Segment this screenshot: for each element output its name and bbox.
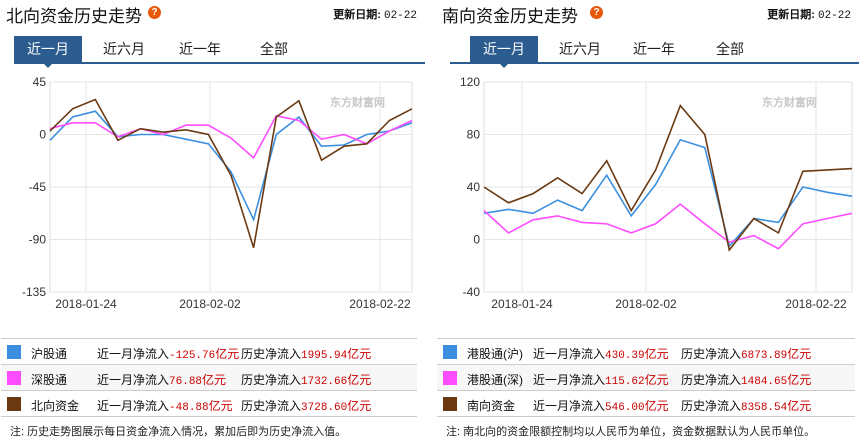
series-line-2 [49,98,413,248]
legend-row[interactable]: 沪股通 近一月净流入-125.76亿元 历史净流入1995.94亿元 [1,339,417,365]
update-date-value: 02-22 [383,10,417,22]
legend-swatch [7,345,21,359]
y-tick-label: -40 [463,285,481,299]
historical-inflow: 历史净流入1484.65亿元 [681,373,812,388]
y-tick-label: -135 [22,285,46,299]
legend-swatch [443,345,457,359]
legend-swatch [443,371,457,385]
period-tabs: 近一月 近六月 近一年 全部 [14,36,425,68]
legend-name: 北向资金 [31,399,80,413]
series-line-0 [483,138,853,248]
historical-inflow: 历史净流入3728.60亿元 [241,399,372,414]
y-tick-label: 0 [473,233,480,247]
x-tick-label: 2018-02-02 [615,297,677,311]
update-date-label: 更新日期: [333,9,381,21]
legend-row[interactable]: 北向资金 近一月净流入-48.88亿元 历史净流入3728.60亿元 [1,391,417,417]
legend-swatch [7,371,21,385]
x-tick-label: 2018-02-22 [349,297,411,311]
y-tick-label: 120 [460,75,480,89]
x-tick-label: 2018-01-24 [491,297,553,311]
tab-all[interactable]: 全部 [260,41,288,57]
legend-row[interactable]: 港股通(沪) 近一月净流入430.39亿元 历史净流入6873.89亿元 [437,339,855,365]
tab-1-month[interactable]: 近一月 [14,36,82,68]
watermark-logo: 东方财富网 [762,97,817,109]
monthly-inflow: 近一月净流入546.00亿元 [533,399,669,414]
legend-swatch [7,397,21,411]
monthly-inflow: 近一月净流入115.62亿元 [533,373,669,388]
tab-1-year[interactable]: 近一年 [633,41,675,57]
x-tick-label: 2018-01-24 [55,297,117,311]
y-tick-label: 80 [467,128,481,142]
historical-inflow: 历史净流入8358.54亿元 [681,399,812,414]
legend-name: 深股通 [31,373,68,387]
tab-6-months[interactable]: 近六月 [559,41,601,57]
southbound-title: 南向资金历史走势 [442,7,578,26]
x-tick-label: 2018-02-22 [785,297,847,311]
legend-row[interactable]: 南向资金 近一月净流入546.00亿元 历史净流入8358.54亿元 [437,391,855,417]
southbound-note: 注: 南北向的资金限额控制均以人民币为单位，资金数据默认为人民币单位。 [446,426,816,438]
period-tabs: 近一月 近六月 近一年 全部 [450,36,859,68]
legend-name: 港股通(沪) [467,347,523,361]
x-tick-label: 2018-02-02 [179,297,241,311]
watermark-logo: 东方财富网 [330,97,385,109]
southbound-legend: 港股通(沪) 近一月净流入430.39亿元 历史净流入6873.89亿元港股通(深)… [437,338,855,417]
series-line-1 [483,203,853,250]
legend-name: 港股通(深) [467,373,523,387]
y-tick-label: 0 [39,128,46,142]
northbound-legend: 沪股通 近一月净流入-125.76亿元 历史净流入1995.94亿元 深股通 近一月净流… [1,338,417,417]
historical-inflow: 历史净流入6873.89亿元 [681,347,812,362]
northbound-title: 北向资金历史走势 [6,7,142,26]
update-date: 更新日期: 02-22 [333,6,417,22]
y-tick-label: -90 [29,233,47,247]
update-date-value: 02-22 [817,10,851,22]
legend-name: 沪股通 [31,347,68,361]
series-line-1 [49,114,413,160]
legend-row[interactable]: 港股通(深) 近一月净流入115.62亿元 历史净流入1484.65亿元 [437,365,855,391]
tab-1-year[interactable]: 近一年 [179,41,221,57]
legend-row[interactable]: 深股通 近一月净流入76.88亿元 历史净流入1732.66亿元 [1,365,417,391]
northbound-note: 注: 历史走势图展示每日资金净流入情况，累加后即为历史净流入值。 [10,426,347,438]
y-tick-label: 40 [467,180,481,194]
monthly-inflow: 近一月净流入-48.88亿元 [97,399,233,414]
y-tick-label: 45 [33,75,47,89]
help-icon[interactable]: ? [148,6,161,19]
monthly-inflow: 近一月净流入76.88亿元 [97,373,227,388]
historical-inflow: 历史净流入1732.66亿元 [241,373,372,388]
legend-swatch [443,397,457,411]
northbound-panel: 北向资金历史走势 ? 更新日期: 02-22 近一月 近六月 近一年 全部 45… [0,0,425,441]
update-date: 更新日期: 02-22 [767,6,851,22]
series-line-2 [483,104,853,252]
legend-name: 南向资金 [467,399,516,413]
historical-inflow: 历史净流入1995.94亿元 [241,347,372,362]
tab-6-months[interactable]: 近六月 [103,41,145,57]
monthly-inflow: 近一月净流入-125.76亿元 [97,347,240,362]
southbound-chart: 120 80 40 0 -40 2018-01-24 2018-02-02 2018-02-2… [460,75,853,311]
southbound-panel: 南向资金历史走势 ? 更新日期: 02-22 近一月 近六月 近一年 全部 12… [436,0,859,441]
northbound-chart: 45 0 -45 -90 -135 2018-01-24 2018-02-02 2018-02… [22,75,413,311]
y-tick-label: -45 [29,180,47,194]
help-icon[interactable]: ? [590,6,603,19]
tab-all[interactable]: 全部 [716,41,744,57]
monthly-inflow: 近一月净流入430.39亿元 [533,347,669,362]
tab-1-month[interactable]: 近一月 [470,36,538,68]
update-date-label: 更新日期: [767,9,815,21]
